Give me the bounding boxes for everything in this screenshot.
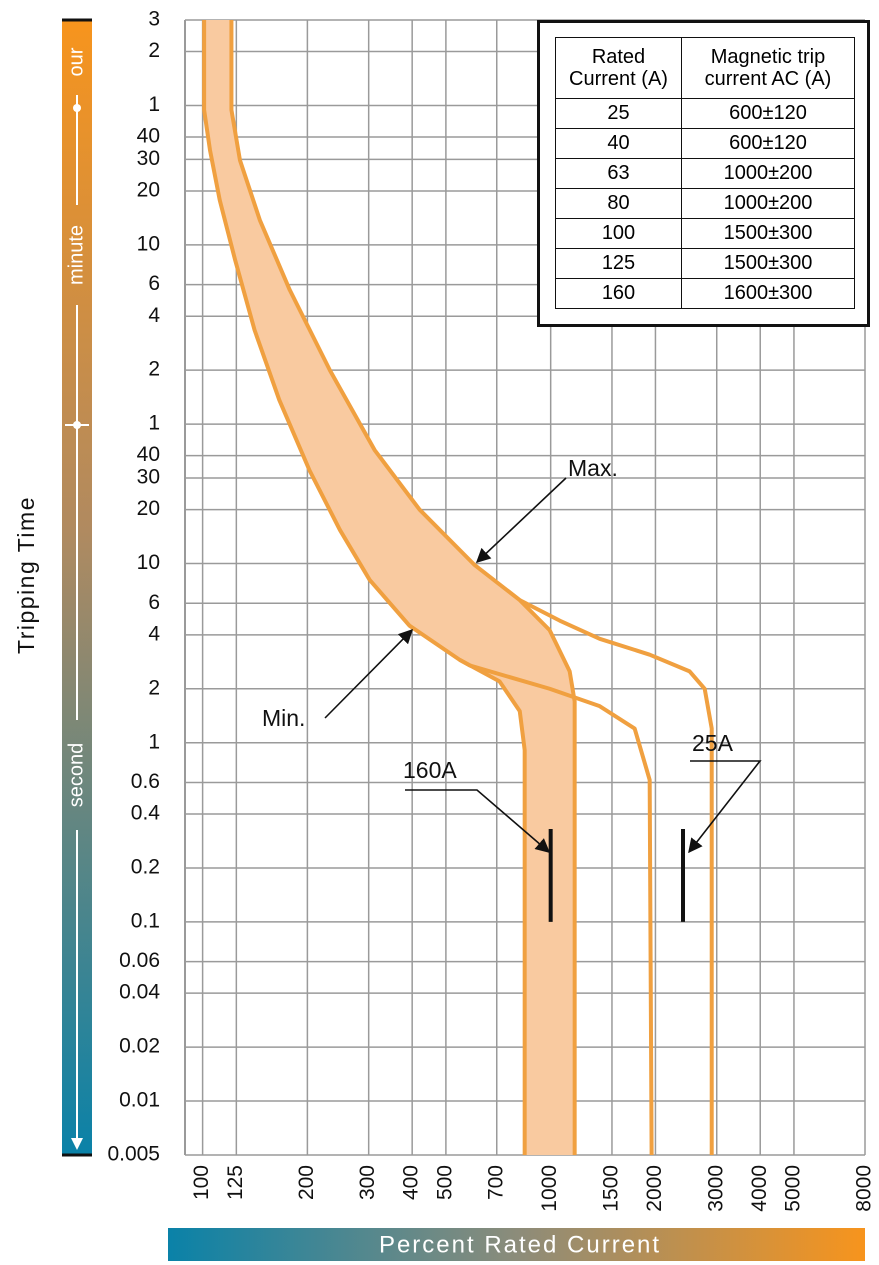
table-cell: 600±120 <box>681 98 855 129</box>
y-tick-label: 10 <box>137 551 160 574</box>
table-cell: 160 <box>555 278 682 309</box>
annotation-arrow <box>324 628 414 719</box>
x-label-bar <box>168 1228 865 1261</box>
annotation-arrow <box>405 789 551 853</box>
x-tick-label: 8000 <box>853 1165 876 1212</box>
y-tick-label: 0.01 <box>119 1089 160 1112</box>
annotation: Max. <box>568 455 618 481</box>
y-tick-label: 1 <box>148 93 160 116</box>
y-tick-label: 10 <box>137 232 160 255</box>
annotation-arrow <box>688 760 762 854</box>
y-tick-label: 1 <box>148 412 160 435</box>
band-area <box>204 20 575 1155</box>
y-tick-label: 0.4 <box>131 802 161 825</box>
table-row: 160 1600±300 <box>555 278 855 309</box>
bar-label: our <box>65 47 87 76</box>
x-axis-title: Percent Rated Current <box>379 1231 661 1258</box>
x-tick-label: 100 <box>190 1165 213 1200</box>
x-tick-label: 200 <box>295 1165 318 1200</box>
y-tick-label: 4 <box>148 304 160 327</box>
table-cell: 600±120 <box>681 128 855 159</box>
table-cell: 40 <box>555 128 682 159</box>
annotation: 25A <box>692 730 734 756</box>
y-tick-label: 30 <box>137 147 160 170</box>
annotation: 160A <box>403 757 457 783</box>
header-cell: Magnetic trip current AC (A) <box>681 37 855 99</box>
table-cell: 1000±200 <box>681 158 855 189</box>
x-tick-label: 3000 <box>704 1165 727 1212</box>
x-tick-label: 5000 <box>782 1165 805 1212</box>
y-tick-label: 0.005 <box>107 1143 160 1166</box>
bar-dot <box>73 104 81 112</box>
x-tick-label: 1500 <box>600 1165 623 1212</box>
y-tick-label: 40 <box>137 125 160 148</box>
table-row: 100 1500±300 <box>555 218 855 249</box>
curve <box>518 598 714 1155</box>
table-row: 40 600±120 <box>555 128 855 159</box>
table-cell: 63 <box>555 158 682 189</box>
y-tick-label: 0.04 <box>119 981 160 1004</box>
table-cell: 1600±300 <box>681 278 855 309</box>
table-row: 125 1500±300 <box>555 248 855 279</box>
y-tick-label: 4 <box>148 622 160 645</box>
bar-arrow <box>71 1138 83 1150</box>
bar-label: minute <box>65 225 87 285</box>
y-tick-label: 3 <box>148 8 160 31</box>
x-tick-label: 700 <box>484 1165 507 1200</box>
decoration <box>62 18 865 1261</box>
table-row: 63 1000±200 <box>555 158 855 189</box>
table-cell: 80 <box>555 188 682 219</box>
legend-table-box: Rated Current (A) Magnetic trip current … <box>537 20 870 327</box>
y-tick-label: 1 <box>148 730 160 753</box>
annotation: Min. <box>262 705 305 731</box>
y-tick-label: 20 <box>137 497 160 520</box>
y-tick-label: 2 <box>148 358 160 381</box>
y-tick-label: 40 <box>137 443 160 466</box>
x-tick-label: 4000 <box>748 1165 771 1212</box>
y-tick-label: 30 <box>137 466 160 489</box>
curve <box>202 20 527 1155</box>
y-tick-label: 0.6 <box>131 770 160 793</box>
x-tick-label: 1000 <box>538 1165 561 1212</box>
y-axis-title: Tripping Time <box>13 496 39 654</box>
table-cell: 25 <box>555 98 682 129</box>
table-cell: 100 <box>555 218 682 249</box>
y-tick-label: 0.02 <box>119 1035 160 1058</box>
x-tick-label: 2000 <box>643 1165 666 1212</box>
trip-table: Rated Current (A) Magnetic trip current … <box>555 37 855 309</box>
curve <box>458 658 654 1156</box>
table-cell: 1000±200 <box>681 188 855 219</box>
y-tick-label: 6 <box>148 272 160 295</box>
y-tick-label: 0.1 <box>131 909 160 932</box>
table-cell: 1500±300 <box>681 218 855 249</box>
annotation-arrow <box>475 477 567 563</box>
y-tick-label: 20 <box>137 179 160 202</box>
bar-label: second <box>65 743 87 808</box>
y-tick-label: 0.06 <box>119 949 160 972</box>
y-tick-label: 2 <box>148 676 160 699</box>
x-tick-label: 125 <box>224 1165 247 1200</box>
table-header: Rated Current (A) Magnetic trip current … <box>555 37 855 99</box>
y-tick-label: 6 <box>148 591 160 614</box>
header-cell: Rated Current (A) <box>555 37 682 99</box>
table-row: 25 600±120 <box>555 98 855 129</box>
table-cell: 1500±300 <box>681 248 855 279</box>
x-tick-label: 400 <box>400 1165 423 1200</box>
table-row: 80 1000±200 <box>555 188 855 219</box>
y-tick-label: 0.2 <box>131 855 160 878</box>
curve <box>229 20 577 1155</box>
table-cell: 125 <box>555 248 682 279</box>
y-tick-label: 2 <box>148 39 160 62</box>
x-tick-label: 300 <box>356 1165 379 1200</box>
x-tick-label: 500 <box>433 1165 456 1200</box>
